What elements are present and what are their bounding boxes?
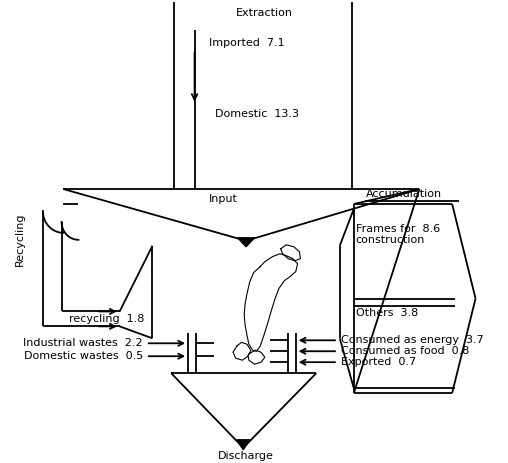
- Text: Imported  7.1: Imported 7.1: [209, 38, 284, 48]
- Text: Domestic  13.3: Domestic 13.3: [215, 109, 299, 119]
- Polygon shape: [237, 440, 250, 450]
- Text: Consumed as food  0.8: Consumed as food 0.8: [341, 346, 469, 356]
- Text: Recycling: Recycling: [14, 212, 24, 266]
- Polygon shape: [238, 238, 255, 247]
- Text: Accumulation: Accumulation: [366, 189, 442, 199]
- Text: Exported  0.7: Exported 0.7: [341, 357, 416, 367]
- Text: Input: Input: [209, 194, 238, 204]
- Text: recycling  1.8: recycling 1.8: [69, 314, 144, 325]
- Text: Others  3.8: Others 3.8: [356, 308, 418, 319]
- Text: Extraction: Extraction: [236, 8, 293, 18]
- Text: Industrial wastes  2.2: Industrial wastes 2.2: [23, 338, 143, 348]
- Text: Discharge: Discharge: [218, 451, 274, 461]
- Text: Frames for  8.6
construction: Frames for 8.6 construction: [356, 224, 440, 245]
- Text: Consumed as energy  3.7: Consumed as energy 3.7: [341, 335, 484, 345]
- Text: Domestic wastes  0.5: Domestic wastes 0.5: [24, 351, 143, 361]
